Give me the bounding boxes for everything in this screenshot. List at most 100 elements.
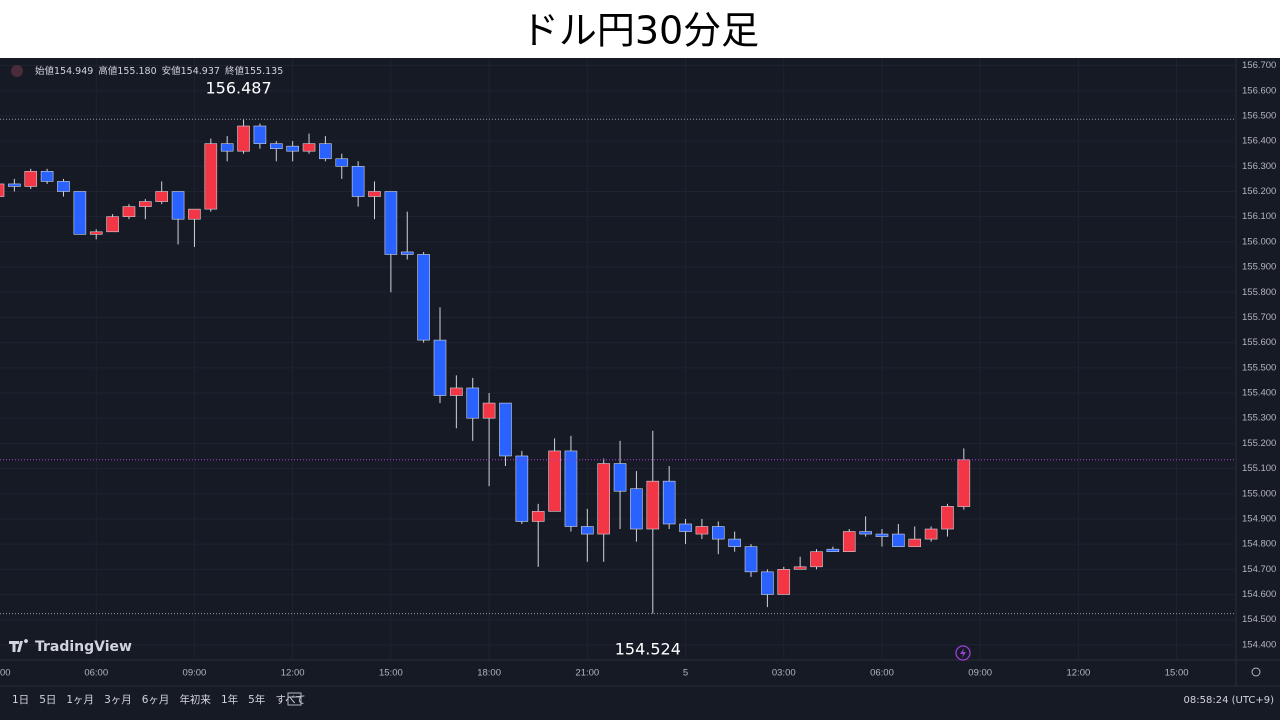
axes: 156.700 156.600 156.500 156.400 156.300 156.2…	[0, 60, 1276, 679]
candle-body	[171, 191, 185, 220]
candle-body	[384, 191, 398, 255]
x-tick-label: 5	[683, 668, 688, 679]
candle-body	[499, 402, 512, 457]
x-tick-label: 06:00	[870, 668, 894, 679]
candle-body	[515, 455, 529, 522]
candle-body	[941, 506, 954, 530]
y-tick-label: 155.300	[1242, 413, 1276, 424]
x-tick-label: 21:00	[575, 668, 599, 679]
candle-body	[220, 143, 234, 152]
logo-text: TradingView	[35, 639, 132, 655]
y-tick-label: 156.700	[1242, 60, 1276, 71]
candle-body	[139, 201, 152, 207]
logo-mark	[9, 639, 28, 652]
high-label: 156.487	[205, 79, 271, 98]
candle-body	[679, 523, 692, 532]
range-button[interactable]: 1ヶ月	[66, 694, 94, 706]
y-tick-label: 155.400	[1242, 388, 1276, 399]
candle-body	[73, 191, 87, 235]
status-value: 154.949	[54, 66, 93, 77]
range-button[interactable]: 3ヶ月	[104, 694, 132, 706]
candle-body	[630, 488, 643, 530]
candle-body	[24, 171, 38, 187]
candle-body	[924, 528, 938, 540]
y-tick-label: 156.400	[1242, 136, 1276, 147]
event-circle[interactable]	[955, 645, 971, 661]
status-value: 155.180	[117, 66, 156, 77]
status-line: 始値154.949 高値155.180 安値154.937 終値155.135	[35, 65, 283, 77]
calendar-frame[interactable]	[287, 692, 302, 706]
y-tick-label: 155.500	[1242, 362, 1276, 373]
candle-body	[548, 450, 561, 512]
candle-body	[57, 181, 70, 192]
event-icon[interactable]	[955, 645, 971, 661]
status-label: 安値	[162, 65, 182, 77]
y-tick-label: 155.200	[1242, 438, 1276, 449]
x-tick-label: 03:00	[772, 668, 796, 679]
range-button[interactable]: 1年	[221, 693, 238, 706]
candle-body	[810, 551, 823, 568]
y-tick-label: 156.600	[1242, 85, 1276, 96]
status-label: 高値	[98, 65, 118, 77]
x-tick-label: 18:00	[477, 668, 501, 679]
candle-body	[269, 143, 283, 149]
candle-body	[433, 339, 447, 396]
calendar-icon[interactable]	[287, 692, 302, 706]
candle-body	[253, 125, 267, 144]
y-tick-label: 155.000	[1242, 488, 1276, 499]
candle-body	[892, 533, 905, 547]
candle-body	[531, 511, 545, 522]
y-tick-label: 154.600	[1242, 589, 1276, 600]
candle-body	[0, 183, 5, 197]
title-bar	[0, 0, 1280, 58]
candle-body	[761, 571, 774, 595]
candle-body	[908, 538, 922, 547]
clock: 08:58:24 (UTC+9)	[1184, 695, 1275, 706]
candle-body	[826, 548, 840, 552]
symbol-icon[interactable]	[11, 65, 23, 77]
candle-body	[286, 145, 299, 152]
candle-body	[351, 166, 365, 197]
candle-body	[368, 191, 381, 197]
y-tick-label: 155.900	[1242, 262, 1276, 273]
candle-body	[89, 231, 103, 235]
y-tick-label: 156.200	[1242, 186, 1276, 197]
y-tick-label: 154.400	[1242, 639, 1276, 650]
y-tick-label: 155.600	[1242, 337, 1276, 348]
range-button[interactable]: 6ヶ月	[142, 694, 170, 706]
x-tick-label: 15:00	[1165, 668, 1189, 679]
candle-body	[646, 480, 660, 530]
y-tick-label: 156.000	[1242, 236, 1276, 247]
x-tick-label: 00	[0, 668, 11, 679]
range-button[interactable]: 年初来	[179, 693, 211, 706]
status-value: 155.135	[244, 66, 283, 77]
candle-body	[793, 566, 807, 570]
range-button[interactable]: 1日	[12, 694, 29, 706]
y-tick-label: 155.700	[1242, 312, 1276, 323]
range-button[interactable]: 5日	[39, 694, 56, 706]
candle-body	[957, 459, 971, 507]
candle-body	[237, 125, 250, 152]
candle-body	[859, 531, 872, 535]
chart-title: ドル円30分足	[521, 9, 759, 53]
range-button[interactable]: 5年	[248, 693, 265, 706]
candles	[0, 119, 971, 614]
event-bolt	[960, 648, 966, 658]
status-value: 154.937	[181, 66, 220, 77]
settings-icon[interactable]	[1251, 667, 1261, 677]
x-tick-label: 06:00	[84, 668, 108, 679]
candle-body	[597, 463, 610, 535]
candle-body	[564, 450, 578, 527]
candle-body	[188, 208, 201, 220]
candle-body	[400, 251, 414, 255]
x-tick-label: 09:00	[183, 668, 207, 679]
low-label: 154.524	[615, 640, 681, 659]
candle-body	[8, 183, 21, 187]
y-tick-label: 156.300	[1242, 161, 1276, 172]
candle-body	[40, 171, 54, 182]
y-tick-label: 154.700	[1242, 564, 1276, 575]
candle-body	[122, 206, 136, 217]
candle-body	[695, 526, 709, 535]
candle-body	[302, 143, 316, 152]
